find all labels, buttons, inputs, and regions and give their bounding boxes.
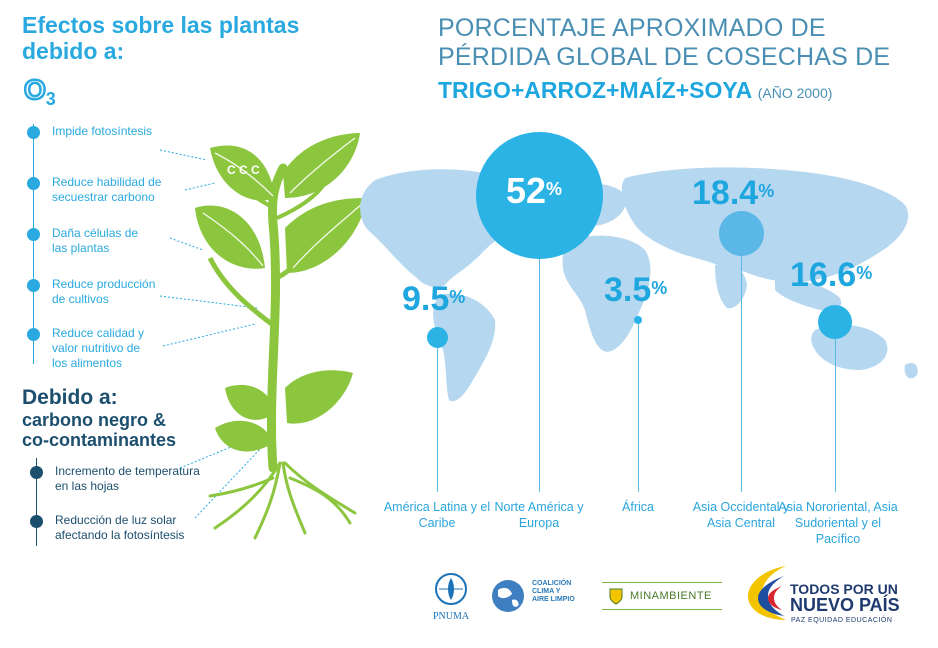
effect-item: Daña células de las plantas bbox=[52, 226, 139, 255]
effect-bullet bbox=[27, 126, 40, 139]
effect-item: Reduce habilidad de secuestrar carbono bbox=[52, 175, 162, 204]
bubble-america-latina bbox=[427, 327, 448, 348]
effect-item: Reduce producción de cultivos bbox=[52, 277, 156, 306]
leaf-carbon-letters: C C C bbox=[227, 163, 260, 177]
effect-bullet bbox=[27, 228, 40, 241]
pnuma-text: PNUMA bbox=[432, 611, 470, 622]
stem-asia-nororiental bbox=[835, 339, 836, 492]
effects-line bbox=[33, 124, 34, 364]
world-map bbox=[360, 163, 918, 402]
title-line3: TRIGO+ARROZ+MAÍZ+SOYA bbox=[438, 77, 752, 103]
minambiente-text: MINAMBIENTE bbox=[630, 590, 712, 602]
causes-line bbox=[36, 458, 37, 546]
effect-item: Reduce calidad y valor nutritivo de los … bbox=[52, 326, 145, 370]
plant-illustration: C C C bbox=[159, 133, 367, 540]
ccac-text: COALICIÓN CLIMA Y AIRE LIMPIO bbox=[532, 580, 575, 603]
bubble-asia-nororiental bbox=[818, 305, 852, 339]
cause-item: Incremento de temperatura en las hojas bbox=[55, 464, 200, 493]
bubble-asia-occidental bbox=[719, 211, 764, 256]
cause-item: Reducción de luz solar afectando la foto… bbox=[55, 513, 185, 542]
roots bbox=[208, 461, 357, 540]
region-label: África bbox=[622, 500, 654, 514]
title-year: (AÑO 2000) bbox=[757, 85, 833, 101]
cause-heading-line1: Debido a: bbox=[22, 386, 118, 409]
region-label: América Latina y el Caribe bbox=[383, 500, 491, 530]
pointer-lines bbox=[159, 149, 266, 519]
ozone-label: O3 bbox=[23, 74, 56, 109]
coat-of-arms-icon bbox=[609, 588, 623, 605]
cause-heading-line2: carbono negro & bbox=[22, 410, 167, 430]
effects-heading: Efectos sobre las plantas debido a: bbox=[22, 12, 300, 64]
cause-bullet bbox=[30, 466, 43, 479]
stem-norte-america bbox=[539, 259, 540, 492]
cause-heading-line3: co-contaminantes bbox=[22, 430, 177, 450]
effect-bullet bbox=[27, 328, 40, 341]
minambiente-logo: MINAMBIENTE bbox=[602, 582, 722, 610]
pct-america-latina: 9.5% bbox=[402, 280, 466, 318]
ozone-subscript: 3 bbox=[45, 89, 56, 109]
ozone-symbol: O bbox=[23, 74, 47, 105]
title-line1: PORCENTAJE APROXIMADO DE bbox=[438, 14, 826, 42]
effect-item: Impide fotosíntesis bbox=[52, 124, 153, 138]
bubble-africa bbox=[634, 316, 642, 324]
gov-line2: NUEVO PAÍS bbox=[790, 595, 900, 615]
stem-africa bbox=[638, 324, 639, 492]
pct-africa: 3.5% bbox=[604, 271, 668, 309]
pnuma-logo: PNUMA bbox=[428, 572, 474, 622]
cause-bullet bbox=[30, 515, 43, 528]
globe-icon bbox=[492, 580, 524, 612]
region-label: Asia Occidental y Asia Central bbox=[692, 500, 790, 530]
region-label: Norte América y Europa bbox=[494, 500, 584, 530]
bubble-norte-america bbox=[476, 132, 603, 259]
title-crops: TRIGO+ARROZ+MAÍZ+SOYA (AÑO 2000) bbox=[438, 76, 832, 107]
pct-asia-occidental: 18.4% bbox=[692, 174, 775, 212]
region-label: Asia Nororiental, Asia Sudoriental y el … bbox=[778, 500, 898, 546]
gov-line3: PAZ EQUIDAD EDUCACIÓN bbox=[791, 617, 893, 624]
stem-america-latina bbox=[437, 348, 438, 492]
cause-heading: Debido a: carbono negro & co-contaminant… bbox=[22, 386, 252, 450]
pct-asia-nororiental: 16.6% bbox=[790, 256, 873, 294]
government-logo: TODOS POR UN NUEVO PAÍS PAZ EQUIDAD EDUC… bbox=[742, 560, 912, 630]
effect-bullet bbox=[27, 177, 40, 190]
ccac-logo: COALICIÓN CLIMA Y AIRE LIMPIO bbox=[490, 578, 590, 618]
pct-norte-america: 52% bbox=[506, 170, 563, 211]
title: PORCENTAJE APROXIMADO DE PÉRDIDA GLOBAL … bbox=[438, 14, 890, 72]
gov-line1: TODOS POR UN bbox=[790, 581, 898, 597]
stem-asia-occidental bbox=[741, 256, 742, 492]
flag-swoosh-icon bbox=[748, 566, 786, 620]
title-line2: PÉRDIDA GLOBAL DE COSECHAS DE bbox=[438, 43, 891, 71]
effect-bullet bbox=[27, 279, 40, 292]
un-emblem-icon bbox=[435, 573, 467, 605]
